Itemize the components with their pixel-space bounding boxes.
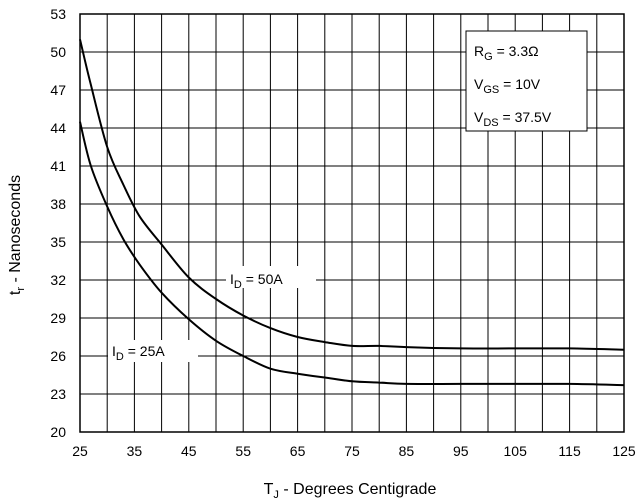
svg-text:ID = 25A: ID = 25A [112,343,165,363]
curve-id-25a [79,121,625,387]
y-axis-title: tr - Nanoseconds [7,175,27,295]
y-tick-label: 20 [50,424,66,440]
y-tick-label: 50 [50,44,66,60]
x-tick-label: 125 [612,443,636,459]
x-tick-label: 45 [181,443,197,459]
legend-item-rg: RG = 3.3Ω [474,43,539,63]
x-tick-labels: 25 35 45 55 65 75 85 95 105 115 125 [72,443,636,459]
x-tick-label: 65 [290,443,306,459]
grid [79,13,625,433]
x-axis-title: TJ - Degrees Centigrade [264,481,437,501]
y-tick-label: 38 [50,196,66,212]
legend-item-vgs: VGS = 10V [474,76,541,96]
y-tick-label: 32 [50,272,66,288]
x-tick-label: 25 [72,443,88,459]
x-tick-label: 75 [344,443,360,459]
y-tick-labels: 20 23 26 29 32 35 38 41 44 47 50 53 [50,6,66,440]
series-label-25a: ID = 25A [108,340,198,363]
y-tick-label: 29 [50,310,66,326]
y-tick-label: 44 [50,120,66,136]
legend-item-vds: VDS = 37.5V [474,109,552,129]
y-tick-label: 53 [50,6,66,22]
x-tick-label: 105 [504,443,528,459]
x-tick-label: 55 [235,443,251,459]
y-tick-label: 41 [50,158,66,174]
curve-id-50a [79,39,625,351]
plot-frame [79,13,625,433]
y-tick-label: 47 [50,82,66,98]
x-tick-label: 35 [127,443,143,459]
y-tick-label: 23 [50,386,66,402]
x-tick-label: 115 [558,443,581,459]
svg-text:ID = 50A: ID = 50A [230,271,283,291]
x-tick-label: 95 [453,443,469,459]
curves [79,39,625,387]
y-tick-label: 35 [50,234,66,250]
series-label-50a: ID = 50A [226,266,316,291]
x-tick-label: 85 [399,443,415,459]
y-tick-label: 26 [50,348,66,364]
legend-frame [465,30,588,132]
legend-box: RG = 3.3Ω VGS = 10V VDS = 37.5V [465,30,588,132]
